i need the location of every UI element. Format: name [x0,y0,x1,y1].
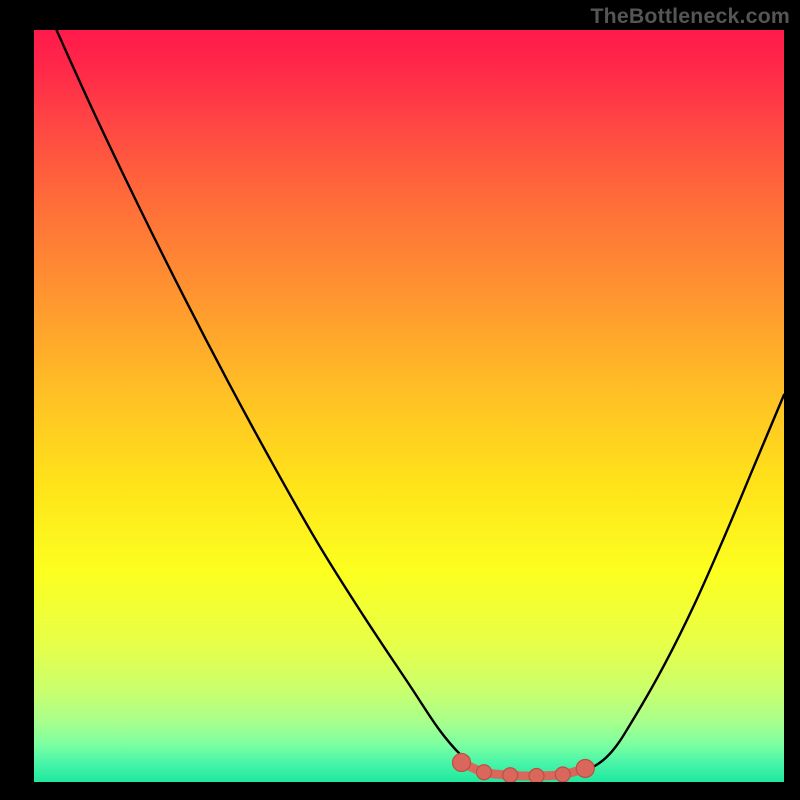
chart-background [34,30,784,782]
valley-marker-dot [503,768,518,782]
valley-marker-dot [529,768,544,782]
plot-area [34,30,784,782]
chart-root: TheBottleneck.com [0,0,800,800]
chart-svg [34,30,784,782]
watermark-text: TheBottleneck.com [590,4,790,29]
valley-marker-dot [477,765,492,780]
valley-marker-dot [555,767,570,782]
valley-marker-dot [453,753,471,771]
valley-marker-dot [576,759,594,777]
